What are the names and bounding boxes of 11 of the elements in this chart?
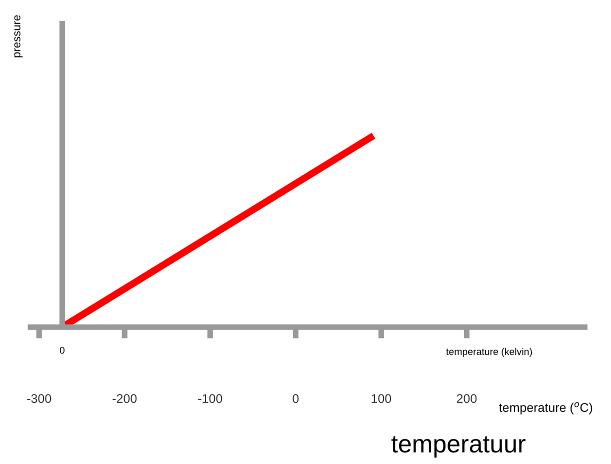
x-tick-label: -300	[27, 394, 52, 403]
annotation: 0	[60, 346, 65, 354]
x-tick-label: 100	[372, 394, 392, 403]
x-tick-label: -100	[198, 394, 222, 403]
x-axis-title: temperature ($^{o}$C)	[499, 402, 592, 414]
text: temperature (kelvin)	[446, 348, 532, 357]
text: temperatuur	[391, 436, 526, 458]
x-tick-label: 200	[456, 394, 477, 403]
text: pressure	[14, 15, 23, 58]
x-tick-label: -200	[112, 394, 137, 403]
x-tick-label: 0	[292, 394, 299, 403]
